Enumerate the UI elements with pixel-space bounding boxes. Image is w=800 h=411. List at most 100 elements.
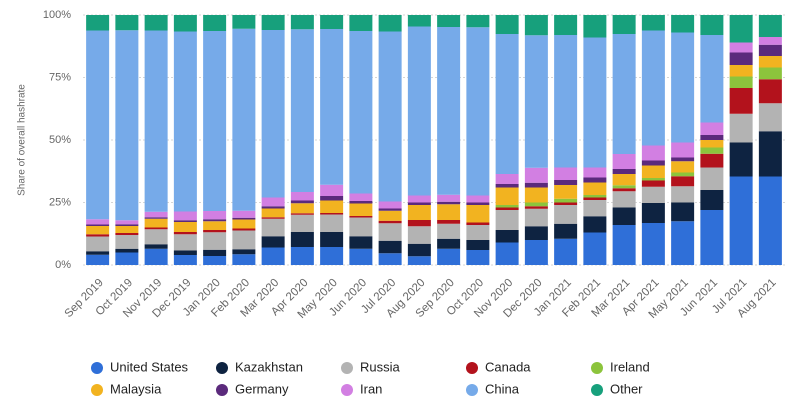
bar-segment [144,211,168,218]
bar-segment [495,230,519,243]
bar-segment [290,247,314,265]
bar-segment [524,187,548,203]
bar-segment [349,236,373,249]
bar-segment [466,205,490,223]
bar-segment [671,32,695,143]
bar-segment [115,226,139,233]
bar-segment [437,220,461,224]
legend-marker [91,362,103,374]
bar-segment [232,210,256,218]
bar-segment [554,167,578,180]
bar-segment [554,185,578,199]
bar-segment [495,15,519,34]
legend-marker [91,384,103,396]
bar-segment [729,52,753,65]
bar-segment [290,213,314,215]
bar-segment [641,180,665,187]
bar-segment [524,182,548,188]
bar-segment [758,176,782,265]
bar-segment [144,15,168,31]
bar-segment [407,202,431,205]
bar-segment [612,174,636,186]
bar-segment [203,211,227,220]
bar-segment [232,228,256,231]
bar-segment [261,236,285,248]
legend-marker [591,384,603,396]
bar-segment [524,240,548,265]
bar-segment [641,165,665,178]
bar-segment [612,185,636,189]
bar-segment [466,202,490,205]
bar-segment [232,15,256,29]
bar-segment [466,225,490,240]
bar-segment [86,30,110,220]
bar-segment [407,226,431,244]
bar-segment [612,188,636,192]
legend-marker [341,362,353,374]
legend-label: Malaysia [110,381,162,396]
bar-segment [144,244,168,249]
bar-segment [729,88,753,114]
bar-segment [758,131,782,177]
bar-segment [758,15,782,37]
bar-segment [524,15,548,36]
bar-segment [437,27,461,195]
bar-segment [524,226,548,240]
bar-segment [378,31,402,202]
bar-segment [583,197,607,200]
legend-label: Russia [360,359,401,374]
bar-segment [495,184,519,188]
bar-segment [203,15,227,31]
bar-segment [86,254,110,265]
bar-segment [115,252,139,265]
bar-segment [729,65,753,77]
bar-segment [349,203,373,216]
bar-segment [173,220,197,222]
bar-segment [437,15,461,27]
bar-segment [173,234,197,251]
bar-segment [203,221,227,230]
bar-segment [671,142,695,158]
bar-segment [378,240,402,254]
bar-segment [758,56,782,68]
bar-segment [86,219,110,225]
bar-segment [671,202,695,222]
y-axis-title: Share of overall hashrate [17,84,28,196]
bar-segment [554,205,578,224]
bar-segment [612,191,636,208]
bar-segment [612,154,636,169]
bar-segment [232,254,256,265]
bar-segment [495,205,519,208]
bar-segment [261,218,285,237]
bar-segment [86,236,110,252]
y-tick-label: 100% [43,9,71,21]
bar-segment [232,28,256,211]
bar-segment [758,103,782,132]
bar-segment [320,29,344,185]
bar-segment [729,142,753,177]
bar-segment [641,178,665,181]
bar-segment [261,208,285,218]
bar-segment [700,167,724,190]
bar-segment [641,160,665,166]
y-tick-label: 25% [49,196,71,208]
bar-segment [583,232,607,265]
bar-segment [203,249,227,256]
bar-segment [232,249,256,255]
bar-segment [671,161,695,173]
bar-segment [290,214,314,232]
legend: United States Kazakhstan Russia Canada Irela… [91,359,650,396]
legend-label: United States [110,359,189,374]
bar-segment [349,248,373,265]
bar-segment [290,200,314,204]
legend-label: Other [610,381,643,396]
legend-label: Canada [485,359,531,374]
bar-segment [407,195,431,203]
bar-segment [173,232,197,235]
bar-segment [671,221,695,265]
bar-segment [671,157,695,162]
bar-segment [320,232,344,247]
bar-segment [700,35,724,123]
bar-segment [320,213,344,215]
bar-segment [407,205,431,220]
